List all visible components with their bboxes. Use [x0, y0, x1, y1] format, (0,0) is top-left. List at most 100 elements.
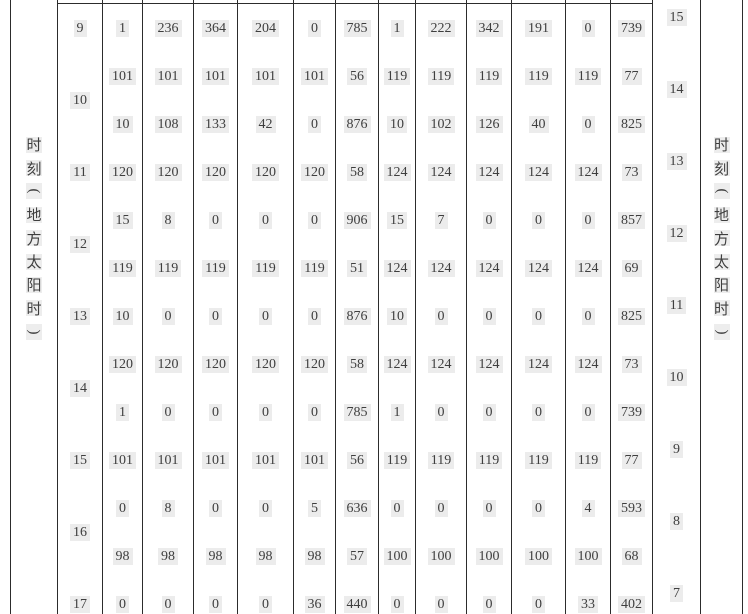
cell-value: 0 — [434, 595, 448, 614]
data-cell: 58 — [335, 148, 378, 196]
data-cell: 77 — [610, 52, 652, 100]
hour-cell-right: 7 — [652, 580, 700, 614]
data-cell: 124 — [511, 244, 565, 292]
cell-value: 785 — [343, 19, 371, 38]
cell-value: 124 — [574, 355, 602, 374]
cropped-row-top — [10, 0, 743, 4]
cell-value: 0 — [308, 307, 321, 326]
cell-value: 58 — [347, 163, 367, 182]
grid-cell — [335, 0, 378, 4]
data-cell: 108 — [142, 100, 193, 148]
hour-label-right: 15 — [666, 8, 687, 27]
data-cell: 825 — [610, 292, 652, 340]
hour-label-right: 12 — [666, 224, 687, 243]
data-cell: 119 — [378, 52, 415, 100]
cell-value: 0 — [581, 19, 595, 38]
data-cell: 120 — [237, 148, 293, 196]
data-cell: 124 — [378, 148, 415, 196]
cell-value: 0 — [308, 115, 321, 134]
cell-value: 739 — [618, 403, 645, 422]
cell-value: 0 — [434, 307, 448, 326]
grid-cell — [10, 0, 57, 4]
cell-value: 0 — [482, 307, 496, 326]
table-row: 14 120 120 120 120 120 58 124 124 124 124 124 73 10 — [10, 340, 743, 436]
cell-value: 98 — [304, 547, 325, 566]
data-cell: 0 — [237, 580, 293, 614]
table-row: 12 15 8 0 0 0 906 15 7 0 0 0 857 12 — [10, 196, 743, 292]
data-cell: 876 — [335, 100, 378, 148]
cell-value: 0 — [116, 595, 129, 614]
cell-value: 0 — [482, 403, 496, 422]
data-cell: 0 — [293, 4, 335, 52]
cell-value: 0 — [161, 595, 175, 614]
grid-cell — [378, 0, 415, 4]
hour-cell-right: 15 — [652, 4, 700, 52]
data-cell: 15 — [102, 196, 142, 244]
cell-value: 119 — [383, 451, 411, 470]
hour-cell-right: 8 — [652, 484, 700, 580]
cell-value: 101 — [202, 451, 229, 470]
data-cell: 0 — [565, 4, 610, 52]
hour-cell-left: 17 — [57, 580, 102, 614]
grid-cell — [466, 0, 511, 4]
table-row: 10 108 133 42 0 876 10 102 126 40 0 825 — [10, 100, 743, 148]
cell-value: 119 — [427, 67, 455, 86]
cell-value: 0 — [259, 595, 272, 614]
hour-label-right: 9 — [670, 440, 683, 459]
cell-value: 119 — [427, 451, 455, 470]
data-cell: 119 — [511, 436, 565, 484]
data-cell: 0 — [237, 388, 293, 436]
data-cell: 0 — [565, 292, 610, 340]
cell-value: 124 — [427, 355, 455, 374]
data-cell: 119 — [193, 244, 237, 292]
cell-value: 15 — [387, 211, 407, 230]
data-cell: 0 — [466, 388, 511, 436]
data-cell: 120 — [237, 340, 293, 388]
cell-value: 68 — [621, 547, 642, 566]
data-cell: 101 — [237, 52, 293, 100]
cell-value: 222 — [427, 19, 455, 38]
data-cell: 739 — [610, 388, 652, 436]
data-cell: 124 — [378, 340, 415, 388]
data-cell: 739 — [610, 4, 652, 52]
cell-value: 100 — [525, 547, 552, 566]
cell-value: 0 — [532, 595, 545, 614]
cell-value: 120 — [154, 163, 182, 182]
cell-value: 191 — [525, 19, 552, 38]
vertical-label-char: 时 — [26, 136, 42, 155]
grid-cell — [652, 0, 700, 4]
data-cell: 124 — [378, 244, 415, 292]
cell-value: 124 — [574, 163, 602, 182]
cell-value: 0 — [532, 499, 545, 518]
cell-value: 73 — [621, 163, 642, 182]
cell-value: 825 — [618, 115, 645, 134]
cell-value: 593 — [618, 499, 645, 518]
data-cell: 5 — [293, 484, 335, 532]
cell-value: 119 — [383, 67, 411, 86]
data-cell: 124 — [511, 340, 565, 388]
data-cell: 124 — [415, 340, 466, 388]
data-cell: 8 — [142, 484, 193, 532]
hour-label-right: 10 — [666, 368, 687, 387]
data-cell: 124 — [565, 148, 610, 196]
data-cell: 0 — [237, 292, 293, 340]
cell-value: 1 — [116, 19, 129, 38]
data-cell: 120 — [102, 340, 142, 388]
cell-value: 124 — [525, 259, 552, 278]
data-cell: 0 — [565, 100, 610, 148]
grid-cell — [700, 0, 743, 4]
data-cell: 101 — [293, 52, 335, 100]
cell-value: 42 — [255, 115, 276, 134]
vertical-label-char: 太 — [26, 253, 42, 272]
data-cell: 1 — [378, 4, 415, 52]
cell-value: 36 — [304, 595, 325, 614]
table-row: 119 119 119 119 119 51 124 124 124 124 124 69 — [10, 244, 743, 292]
data-cell: 120 — [142, 340, 193, 388]
data-cell: 593 — [610, 484, 652, 532]
data-cell: 98 — [142, 532, 193, 580]
cell-value: 69 — [621, 259, 642, 278]
grid-cell — [415, 0, 466, 4]
data-cell: 10 — [102, 100, 142, 148]
data-cell: 364 — [193, 4, 237, 52]
